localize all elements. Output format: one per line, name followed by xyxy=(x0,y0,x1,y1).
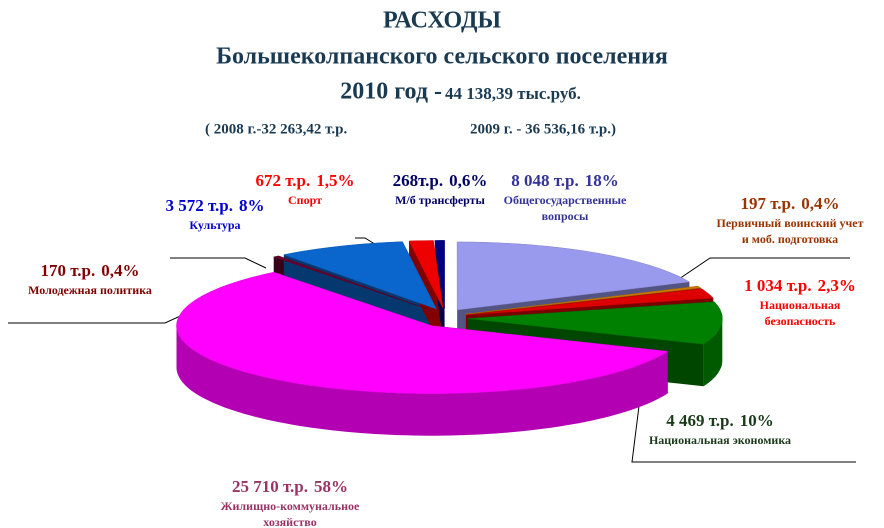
slice xyxy=(466,288,714,316)
percent-label: 0,4% xyxy=(101,261,139,280)
percent-label: 0,4% xyxy=(801,194,839,213)
slice-side xyxy=(703,318,723,387)
category-label: Общегосударственные xyxy=(504,193,627,207)
percent-label: 2,3% xyxy=(818,276,856,295)
value-label: 3 572 т.р. xyxy=(165,196,233,215)
category-label: Молодежная политика xyxy=(28,283,152,297)
slice xyxy=(408,240,444,309)
value-label: 8 048 т.р. xyxy=(511,171,579,190)
category-label: Жилищно-коммунальное xyxy=(221,499,360,513)
value-label: 170 т.р. xyxy=(40,261,95,280)
value-label: 197 т.р. xyxy=(740,194,795,213)
data-label: 4 469 т.р. 10% xyxy=(666,411,774,430)
data-label: 1 034 т.р. 2,3% xyxy=(744,276,856,295)
history-2009: 2009 г. - 36 536,16 т.р.) xyxy=(470,121,616,137)
percent-label: 0,6% xyxy=(449,171,487,190)
category-label: Национальная xyxy=(760,298,841,312)
category-label: вопросы xyxy=(542,209,589,223)
history-2008: ( 2008 г.-32 263,42 т.р. xyxy=(205,121,347,137)
slice xyxy=(465,285,702,315)
slice-side xyxy=(176,325,668,436)
value-label: 672 т.р. xyxy=(255,171,310,190)
slice xyxy=(282,241,438,310)
data-label: 197 т.р. 0,4% xyxy=(740,194,839,213)
category-label: Национальная экономика xyxy=(649,433,791,447)
data-label: 3 572 т.р. 8% xyxy=(165,196,264,215)
slice xyxy=(272,255,432,311)
percent-label: 18% xyxy=(585,171,619,190)
percent-label: 8% xyxy=(239,196,265,215)
category-label: Культура xyxy=(189,218,240,232)
value-label: 4 469 т.р. xyxy=(666,411,734,430)
category-label: хозяйство xyxy=(263,515,316,528)
slice xyxy=(467,301,723,345)
slice xyxy=(176,271,669,394)
chart-title: РАСХОДЫ xyxy=(383,8,502,34)
percent-label: 58% xyxy=(314,477,348,496)
category-label: Спорт xyxy=(288,193,322,207)
percent-label: 10% xyxy=(740,411,774,430)
total-label: 44 138,39 тыс.руб. xyxy=(445,84,581,103)
data-label: 8 048 т.р. 18% xyxy=(511,171,619,190)
data-label: 672 т.р. 1,5% xyxy=(255,171,354,190)
slice xyxy=(456,241,691,311)
category-label: безопасность xyxy=(765,314,836,328)
chart-subtitle: Большеколпанского сельского поселения xyxy=(216,44,668,70)
category-label: и моб. подготовка xyxy=(742,232,838,246)
data-label: 25 710 т.р. 58% xyxy=(232,477,348,496)
value-label: 1 034 т.р. xyxy=(744,276,812,295)
value-label: 25 710 т.р. xyxy=(232,477,308,496)
data-label: 268т.р. 0,6% xyxy=(393,171,488,190)
leader-line xyxy=(631,397,856,463)
category-label: Первичный воинский учет xyxy=(717,216,864,230)
value-label: 268т.р. xyxy=(393,171,444,190)
slice-tops xyxy=(176,240,723,394)
labels: 8 048 т.р. 18% Общегосударственные вопросы 1… xyxy=(28,171,864,528)
data-label: 170 т.р. 0,4% xyxy=(40,261,139,280)
category-label: М/б трансферты xyxy=(395,193,485,207)
year-label: 2010 год - xyxy=(340,79,442,105)
slice xyxy=(434,240,445,309)
percent-label: 1,5% xyxy=(316,171,354,190)
leader-line xyxy=(170,257,267,269)
